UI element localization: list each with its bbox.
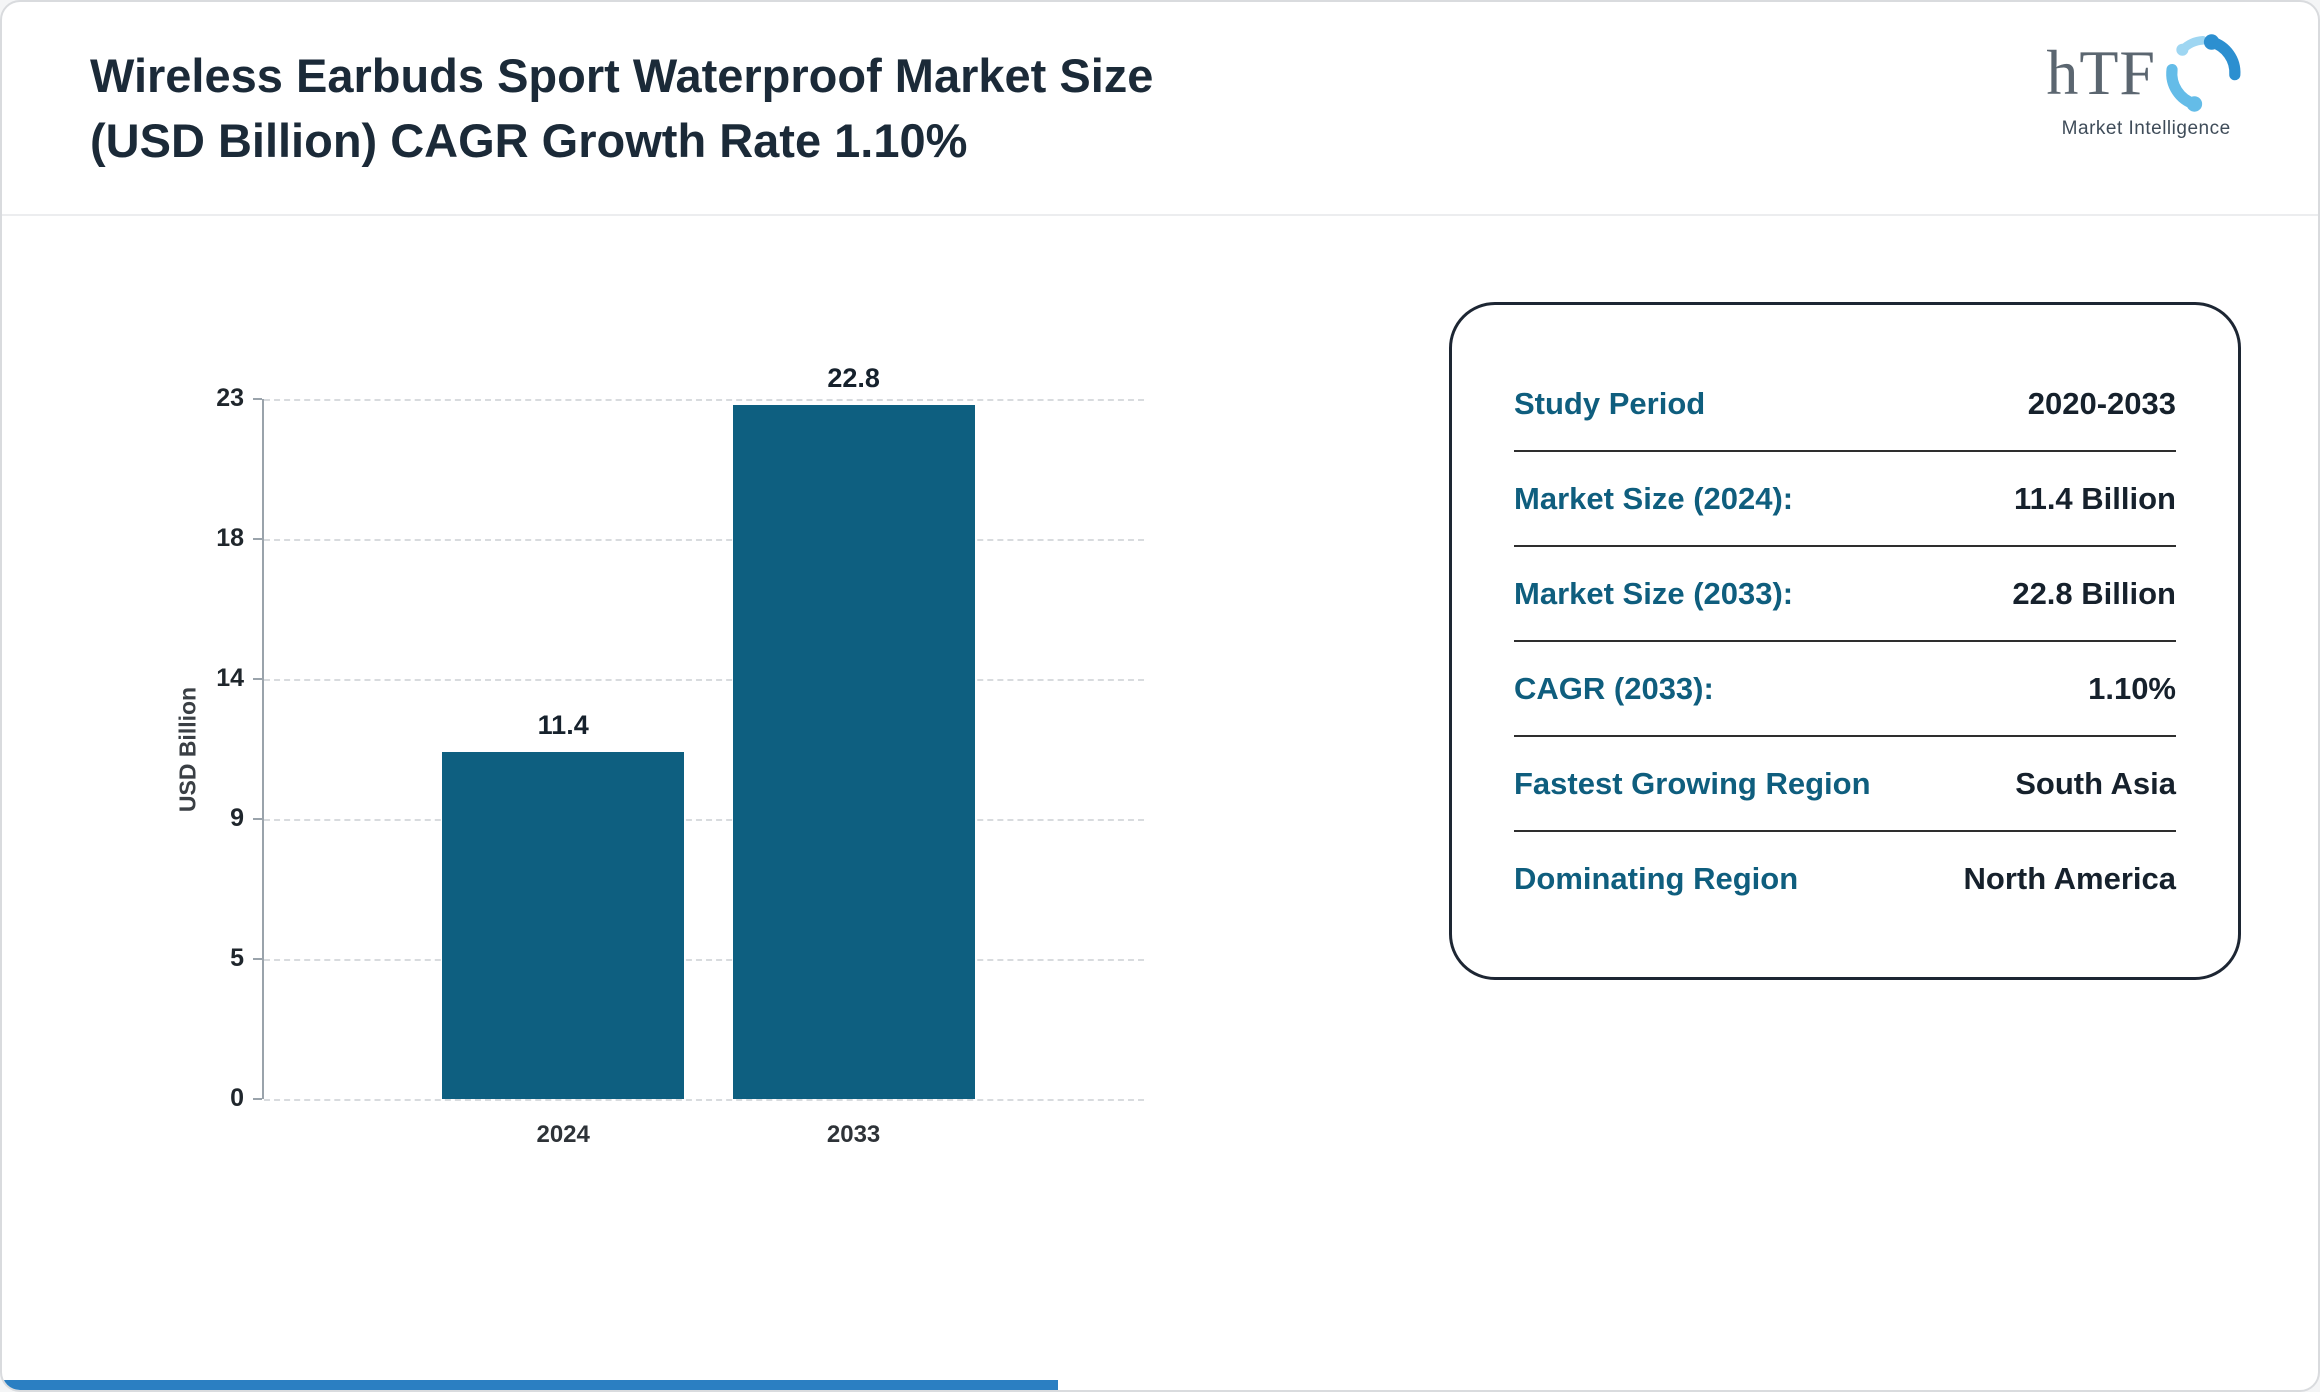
- y-gridline: [264, 679, 1144, 681]
- summary-label: Fastest Growing Region: [1514, 765, 1871, 801]
- summary-value: North America: [1963, 860, 2176, 896]
- y-tick-mark: [253, 818, 262, 820]
- y-tick-mark: [253, 678, 262, 680]
- logo-wordmark: hTF: [2046, 37, 2156, 108]
- summary-value: 2020-2033: [2027, 385, 2176, 421]
- y-tick-label: 14: [216, 664, 244, 692]
- y-tick-mark: [253, 1098, 262, 1100]
- summary-row-study-period: Study Period 2020-2033: [1514, 357, 2176, 452]
- y-gridline: [264, 539, 1144, 541]
- logo-subtext: Market Intelligence: [2061, 118, 2231, 139]
- summary-row-market-size-2024: Market Size (2024): 11.4 Billion: [1514, 452, 2176, 547]
- y-tick-label: 0: [230, 1084, 244, 1112]
- market-summary-card: Study Period 2020-2033 Market Size (2024…: [1449, 302, 2241, 980]
- y-tick-mark: [253, 398, 262, 400]
- summary-label: Market Size (2033):: [1514, 575, 1794, 611]
- y-gridline: [264, 819, 1144, 821]
- y-tick-label: 23: [216, 384, 244, 412]
- y-tick-label: 9: [230, 804, 244, 832]
- htf-logo: hTF Market Intelligence: [2046, 30, 2246, 140]
- y-tick-label: 5: [230, 944, 244, 972]
- y-tick-mark: [253, 958, 262, 960]
- page-title: Wireless Earbuds Sport Waterproof Market…: [90, 44, 1440, 174]
- swirl-people-icon: [2166, 34, 2241, 112]
- y-gridline: [264, 399, 1144, 401]
- page-title-line1: Wireless Earbuds Sport Waterproof Market…: [90, 49, 1154, 102]
- summary-label: CAGR (2033):: [1514, 670, 1714, 706]
- summary-label: Study Period: [1514, 385, 1706, 421]
- logo-row: hTF: [2046, 30, 2246, 116]
- bar-2024: [442, 751, 685, 1099]
- bar-chart: USD Billion 11.4 2024 22.8 2033 0 5 9 14 18 23: [152, 363, 1192, 1184]
- y-gridline: [264, 1099, 1144, 1101]
- summary-value: 11.4 Billion: [2014, 480, 2176, 516]
- plot-area: 11.4 2024 22.8 2033: [262, 363, 1144, 1148]
- summary-row-fastest-growing-region: Fastest Growing Region South Asia: [1514, 737, 2176, 832]
- y-tick-label: 18: [216, 524, 244, 552]
- header-divider: [2, 214, 2318, 216]
- y-gridline: [264, 959, 1144, 961]
- x-axis-label: 2024: [536, 1121, 590, 1148]
- bar-value-label: 11.4: [537, 709, 589, 740]
- summary-value: 22.8 Billion: [2012, 575, 2176, 611]
- y-tick-mark: [253, 538, 262, 540]
- x-axis-label: 2033: [826, 1121, 881, 1148]
- summary-value: South Asia: [2015, 765, 2176, 801]
- summary-value: 1.10%: [2088, 670, 2176, 706]
- bottom-accent-strip: [2, 1380, 1058, 1390]
- y-axis-title: USD Billion: [174, 686, 201, 813]
- summary-row-dominating-region: Dominating Region North America: [1514, 832, 2176, 925]
- summary-label: Market Size (2024):: [1514, 480, 1794, 516]
- bar-2033: [732, 404, 975, 1099]
- bar-value-label: 22.8: [827, 362, 880, 393]
- summary-row-market-size-2033: Market Size (2033): 22.8 Billion: [1514, 547, 2176, 642]
- summary-row-cagr: CAGR (2033): 1.10%: [1514, 642, 2176, 737]
- summary-label: Dominating Region: [1514, 860, 1799, 896]
- page-title-line2: (USD Billion) CAGR Growth Rate 1.10%: [90, 113, 968, 167]
